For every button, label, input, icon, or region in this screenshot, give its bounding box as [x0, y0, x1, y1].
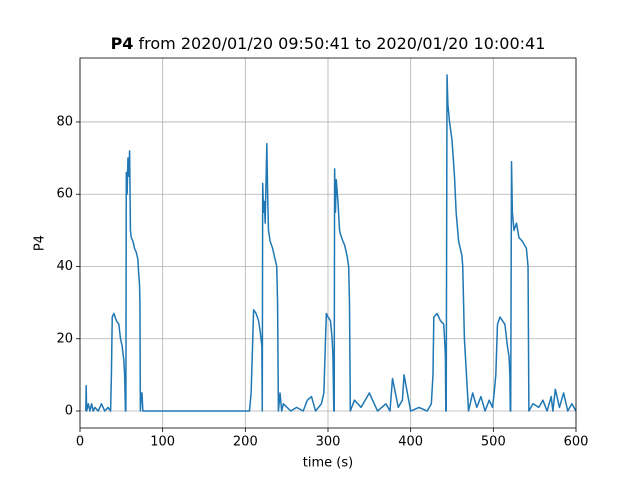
y-tick-label: 60 [56, 187, 73, 202]
x-tick-label: 200 [233, 435, 258, 450]
y-tick-label: 80 [56, 114, 73, 129]
plot-frame [79, 57, 577, 429]
title-text: from 2020/01/20 09:50:41 to 2020/01/20 1… [139, 34, 546, 53]
x-tick-label: 600 [564, 435, 589, 450]
y-tick-label: 0 [65, 404, 73, 419]
x-tick-label: 400 [398, 435, 423, 450]
x-tick-label: 0 [76, 435, 84, 450]
data-line [85, 74, 577, 412]
y-axis-label: P4 [33, 235, 48, 251]
x-axis-label: time (s) [303, 456, 353, 471]
x-tick-label: 300 [316, 435, 341, 450]
x-tick-label: 500 [481, 435, 506, 450]
chart-title: P4 from 2020/01/20 09:50:41 to 2020/01/2… [111, 34, 546, 53]
y-tick-label: 20 [56, 331, 73, 346]
x-tick-label: 100 [150, 435, 175, 450]
title-bold: P4 [111, 34, 134, 53]
y-tick-label: 40 [56, 259, 73, 274]
